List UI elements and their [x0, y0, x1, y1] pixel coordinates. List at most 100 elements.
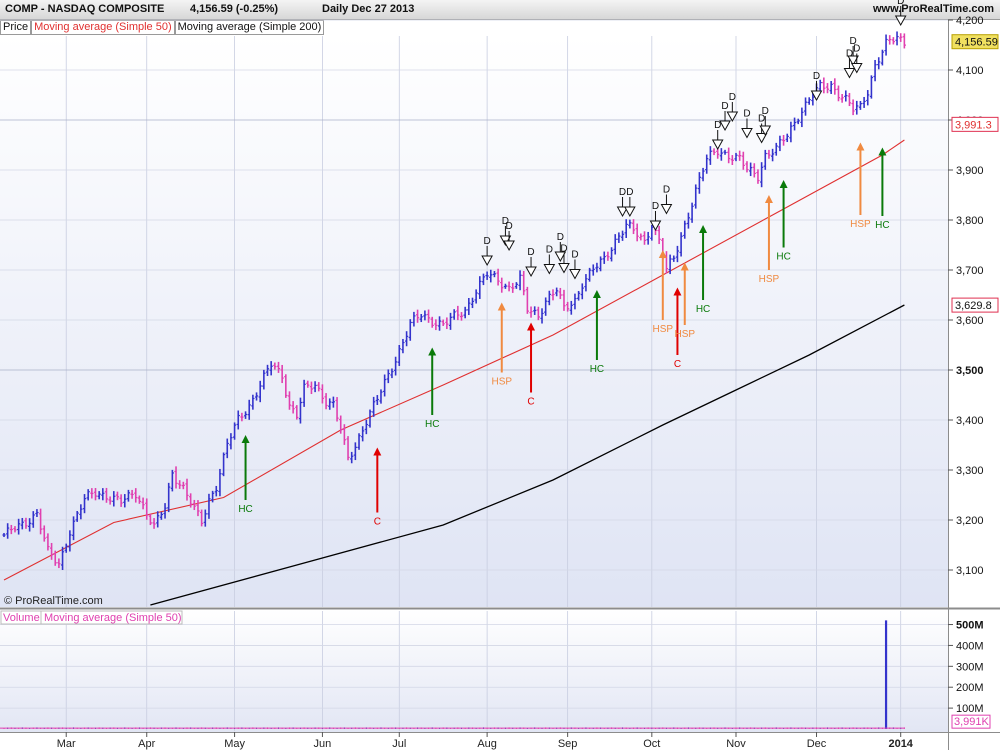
month-label: Dec — [807, 738, 827, 750]
ohlc-bar — [606, 251, 610, 261]
ohlc-bar — [657, 225, 661, 245]
d-marker-label: D — [619, 187, 626, 198]
ohlc-bar — [573, 293, 577, 310]
d-marker-label: D — [721, 101, 728, 112]
ohlc-bar — [485, 271, 489, 280]
ohlc-bar — [394, 356, 398, 376]
ohlc-bar — [167, 482, 171, 513]
ohlc-bar — [620, 230, 625, 241]
d-marker-label: D — [762, 106, 769, 117]
signal-head — [673, 287, 682, 296]
ohlc-bar — [719, 148, 723, 161]
ohlc-bar — [547, 290, 551, 306]
indicator-legend: Price Moving average (Simple 50) Moving av… — [0, 20, 325, 35]
signal-label: HC — [238, 504, 252, 515]
signal-hc: HC — [238, 435, 253, 515]
ohlc-bar — [386, 369, 390, 384]
ohlc-bar — [781, 135, 786, 146]
ohlc-bar — [104, 487, 109, 503]
d-marker-label: D — [505, 221, 512, 232]
d-marker-label: D — [546, 245, 553, 256]
volume-ma-box — [951, 714, 991, 729]
ohlc-bar — [189, 493, 193, 508]
d-marker: D — [503, 221, 515, 252]
volume-bars — [0, 620, 905, 729]
ohlc-bar — [792, 117, 797, 131]
ohlc-bar — [774, 142, 778, 156]
ohlc-bar — [756, 169, 760, 184]
ohlc-bar — [646, 231, 650, 245]
ohlc-bar — [163, 503, 167, 519]
ohlc-bar — [383, 374, 387, 397]
legend-ma50[interactable]: Moving average (Simple 50) — [31, 20, 175, 35]
ohlc-bar — [767, 149, 771, 159]
ohlc-bar — [309, 381, 314, 395]
d-marker: D — [624, 187, 636, 218]
ohlc-bar — [533, 306, 537, 315]
d-marker-label: D — [743, 109, 750, 120]
legend-ma200[interactable]: Moving average (Simple 200) — [174, 20, 325, 35]
ohlc-bar — [503, 283, 508, 289]
ohlc-bar — [412, 311, 416, 327]
price-label: 3,200 — [956, 515, 984, 527]
ohlc-bar — [302, 379, 306, 407]
d-marker-triangle — [894, 15, 907, 27]
ohlc-bar — [639, 233, 643, 241]
volume-legend-label[interactable]: Volume — [3, 612, 40, 624]
ma200-line-group — [150, 304, 905, 606]
ohlc-bar — [441, 319, 445, 326]
d-marker: D — [569, 250, 581, 280]
month-label: May — [224, 738, 245, 750]
ohlc-bar — [324, 393, 328, 410]
signal-label: HSP — [674, 329, 695, 340]
ohlc-bar — [207, 493, 211, 519]
signal-arrows: HC C HC HSP C HC HSP C HSP HC HSP HC HSP HC — [238, 142, 890, 528]
ohlc-bar — [858, 100, 863, 110]
ohlc-bar — [844, 90, 848, 102]
volume-ma-legend-label[interactable]: Moving average (Simple 50) — [44, 612, 182, 624]
ohlc-bar — [222, 452, 226, 477]
ohlc-bar — [558, 287, 562, 300]
d-marker: D — [847, 36, 859, 67]
ohlc-bar — [218, 468, 222, 497]
ohlc-bar — [174, 466, 178, 489]
ohlc-bar — [361, 426, 365, 442]
ohlc-bar — [35, 509, 39, 518]
ohlc-bar — [415, 309, 420, 323]
d-marker-label: D — [560, 244, 567, 255]
site-link[interactable]: www.ProRealTime.com — [872, 3, 994, 15]
ohlc-bar — [46, 533, 50, 551]
ohlc-bar — [379, 389, 383, 404]
ohlc-bar — [214, 485, 218, 497]
ohlc-bar — [243, 411, 248, 419]
ohlc-bar — [855, 100, 859, 115]
ohlc-bar — [847, 92, 852, 107]
ohlc-bar — [474, 289, 478, 304]
ohlc-bar — [822, 77, 826, 94]
legend-price[interactable]: Price — [0, 20, 32, 35]
volume-label: 100M — [956, 703, 984, 715]
ohlc-bar — [518, 270, 522, 291]
price-label: 4,100 — [956, 65, 984, 77]
d-marker: D — [649, 201, 662, 232]
ohlc-bar — [679, 232, 683, 257]
ohlc-bar — [803, 97, 808, 116]
volume-label: 300M — [956, 661, 984, 673]
ohlc-bar — [631, 219, 636, 235]
volume-label: 500M — [956, 620, 984, 632]
ohlc-bar — [598, 256, 603, 272]
ohlc-bar — [569, 300, 573, 315]
ohlc-bar — [287, 391, 292, 410]
ohlc-bar — [536, 306, 540, 321]
signal-hsp: HSP — [653, 250, 673, 335]
ohlc-bar — [686, 212, 691, 229]
ohlc-bar — [273, 362, 277, 370]
ohlc-bar — [778, 135, 782, 152]
ohlc-bar — [771, 148, 775, 162]
ohlc-bar — [459, 312, 464, 321]
ohlc-bar — [320, 384, 325, 404]
ohlc-bar — [825, 83, 830, 94]
d-marker: D — [719, 101, 731, 132]
ohlc-bar — [419, 314, 423, 323]
signal-head — [680, 262, 689, 271]
